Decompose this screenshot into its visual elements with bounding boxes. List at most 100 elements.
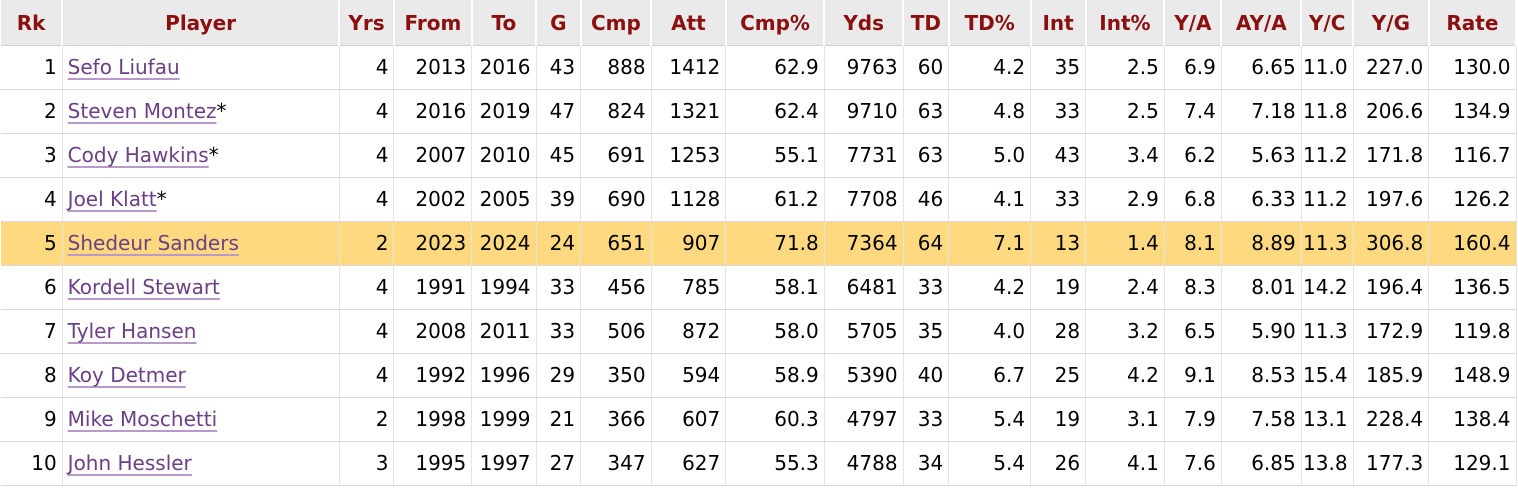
column-header-td-pct[interactable]: TD%: [948, 0, 1032, 46]
cell-yds: 7708: [824, 177, 904, 222]
cell-player: Kordell Stewart: [62, 265, 340, 310]
cell-ya: 7.9: [1164, 397, 1222, 442]
cell-int: 26: [1030, 441, 1087, 486]
cell-ya: 8.1: [1164, 221, 1222, 266]
cell-td-pct: 5.0: [948, 133, 1032, 178]
cell-int: 13: [1030, 221, 1087, 266]
cell-yg: 185.9: [1353, 353, 1430, 398]
column-header-to[interactable]: To: [471, 0, 538, 46]
column-header-yc[interactable]: Y/C: [1301, 0, 1355, 46]
player-link[interactable]: Steven Montez: [67, 99, 217, 123]
player-link[interactable]: Shedeur Sanders: [67, 231, 239, 255]
cell-to: 2019: [471, 89, 537, 134]
cell-yrs: 4: [339, 89, 395, 134]
player-link[interactable]: Tyler Hansen: [67, 319, 197, 343]
player-link[interactable]: John Hessler: [67, 451, 192, 475]
cell-td-pct: 4.0: [948, 309, 1032, 354]
column-header-aya[interactable]: AY/A: [1221, 0, 1303, 46]
cell-td: 46: [903, 177, 950, 222]
cell-int-pct: 4.1: [1085, 441, 1165, 486]
cell-yc: 11.3: [1301, 309, 1354, 354]
column-header-rk[interactable]: Rk: [1, 0, 64, 46]
table-row: 4 Joel Klatt* 4 2002 2005 39 690 1128 61…: [1, 177, 1517, 222]
cell-yg: 196.4: [1353, 265, 1430, 310]
column-header-int-pct[interactable]: Int%: [1085, 0, 1166, 46]
cell-att: 594: [651, 353, 727, 398]
cell-yds: 5390: [824, 353, 904, 398]
cell-g: 47: [536, 89, 582, 134]
cell-rk: 2: [1, 89, 63, 134]
column-header-att[interactable]: Att: [651, 0, 727, 46]
cell-from: 2007: [393, 133, 473, 178]
cell-yc: 13.1: [1301, 397, 1354, 442]
cell-from: 1991: [393, 265, 473, 310]
player-link[interactable]: Joel Klatt: [67, 187, 157, 211]
cell-rk: 6: [1, 265, 63, 310]
cell-int-pct: 4.2: [1085, 353, 1165, 398]
cell-cmp-pct: 58.9: [725, 353, 825, 398]
cell-yrs: 4: [339, 265, 395, 310]
column-header-rate[interactable]: Rate: [1428, 0, 1518, 46]
cell-aya: 6.65: [1221, 45, 1302, 90]
column-header-player[interactable]: Player: [62, 0, 341, 46]
column-header-g[interactable]: G: [536, 0, 582, 46]
column-header-yrs[interactable]: Yrs: [339, 0, 395, 46]
column-header-yds[interactable]: Yds: [824, 0, 905, 46]
column-header-yg[interactable]: Y/G: [1353, 0, 1430, 46]
cell-aya: 8.89: [1221, 221, 1302, 266]
table-header: Rk Player Yrs From To G Cmp Att Cmp% Yds…: [1, 0, 1518, 46]
cell-int: 33: [1030, 89, 1087, 134]
cell-td: 63: [903, 89, 950, 134]
cell-yds: 7731: [824, 133, 904, 178]
cell-yds: 4797: [824, 397, 904, 442]
cell-from: 2016: [393, 89, 473, 134]
table-row: 7 Tyler Hansen 4 2008 2011 33 506 872 58…: [1, 309, 1517, 354]
player-link[interactable]: Cody Hawkins: [67, 143, 209, 167]
cell-att: 1128: [651, 177, 727, 222]
column-header-td[interactable]: TD: [903, 0, 950, 46]
cell-yds: 5705: [824, 309, 904, 354]
column-header-ya[interactable]: Y/A: [1164, 0, 1223, 46]
player-link[interactable]: Koy Detmer: [67, 363, 186, 387]
cell-int-pct: 3.1: [1085, 397, 1165, 442]
cell-to: 2016: [471, 45, 537, 90]
table-row: 9 Mike Moschetti 2 1998 1999 21 366 607 …: [1, 397, 1517, 442]
cell-g: 21: [536, 397, 582, 442]
cell-cmp-pct: 55.3: [725, 441, 825, 486]
cell-ya: 6.2: [1164, 133, 1222, 178]
cell-int-pct: 2.5: [1085, 45, 1165, 90]
cell-cmp: 888: [580, 45, 652, 90]
cell-rk: 10: [1, 441, 63, 486]
cell-yds: 6481: [824, 265, 904, 310]
cell-cmp: 824: [580, 89, 652, 134]
cell-rk: 5: [1, 221, 63, 266]
player-link[interactable]: Kordell Stewart: [67, 275, 220, 299]
cell-player: Mike Moschetti: [62, 397, 340, 442]
cell-cmp-pct: 55.1: [725, 133, 825, 178]
cell-int: 35: [1030, 45, 1087, 90]
cell-to: 2011: [471, 309, 537, 354]
cell-yrs: 2: [339, 397, 395, 442]
column-header-cmp[interactable]: Cmp: [580, 0, 653, 46]
cell-yrs: 4: [339, 177, 395, 222]
cell-g: 33: [536, 265, 582, 310]
player-link[interactable]: Mike Moschetti: [67, 407, 218, 431]
cell-player: Koy Detmer: [62, 353, 340, 398]
column-header-int[interactable]: Int: [1030, 0, 1087, 46]
cell-int-pct: 3.4: [1085, 133, 1165, 178]
cell-g: 45: [536, 133, 582, 178]
cell-aya: 8.01: [1221, 265, 1302, 310]
cell-att: 907: [651, 221, 727, 266]
column-header-cmp-pct[interactable]: Cmp%: [725, 0, 826, 46]
cell-yg: 197.6: [1353, 177, 1430, 222]
cell-td-pct: 7.1: [948, 221, 1032, 266]
cell-rate: 130.0: [1428, 45, 1517, 90]
cell-to: 1994: [471, 265, 537, 310]
cell-aya: 5.90: [1221, 309, 1302, 354]
player-link[interactable]: Sefo Liufau: [67, 55, 180, 79]
cell-int: 43: [1030, 133, 1087, 178]
cell-to: 2024: [471, 221, 537, 266]
cell-from: 2002: [393, 177, 473, 222]
table-body: 1 Sefo Liufau 4 2013 2016 43 888 1412 62…: [1, 45, 1517, 486]
column-header-from[interactable]: From: [393, 0, 473, 46]
